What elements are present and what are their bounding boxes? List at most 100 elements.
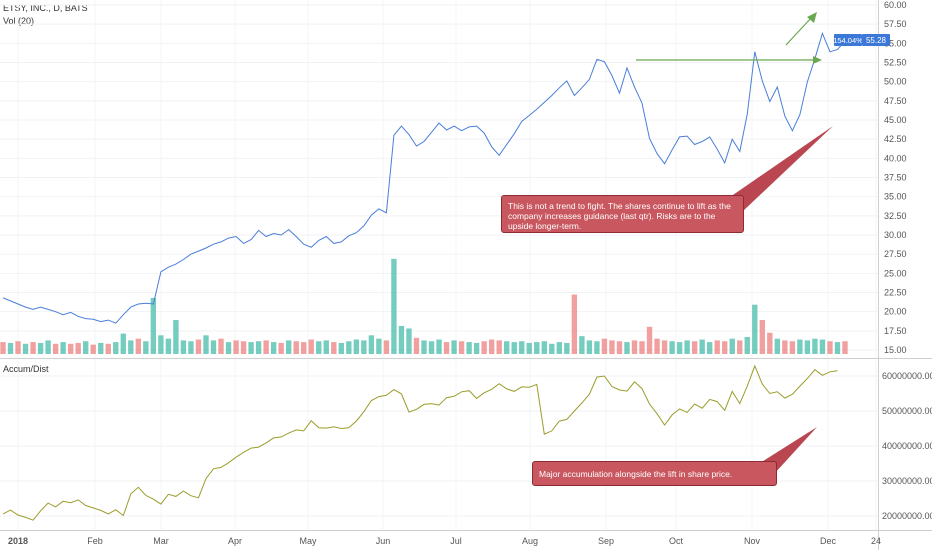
price-tick-label: 30.00: [884, 230, 907, 240]
time-tick-label: May: [299, 536, 317, 546]
time-tick-label: Oct: [669, 536, 684, 546]
price-tick-label: 22.50: [884, 288, 907, 298]
volume-bar: [654, 338, 660, 354]
volume-bar: [609, 340, 615, 354]
volume-bar: [774, 338, 781, 354]
time-axis-ticks: 2018 Feb Mar Apr May Jun Jul Aug Sep Oct Nov Dec 24: [8, 536, 881, 546]
volume-bar: [684, 340, 690, 354]
up-arrow: [785, 16, 813, 46]
price-tick-label: 35.00: [884, 192, 907, 202]
ad-gridlines: [0, 375, 878, 517]
time-tick-label: Apr: [228, 536, 242, 546]
time-tick-label: Dec: [820, 536, 837, 546]
volume-bar: [225, 342, 232, 354]
volume-bar: [519, 341, 525, 354]
volume-bar: [451, 340, 457, 354]
price-tick-label: 40.00: [884, 153, 907, 163]
volume-bar: [248, 342, 254, 354]
time-tick-label: Feb: [87, 536, 103, 546]
volume-bar: [466, 342, 472, 354]
price-tick-label: 52.50: [884, 58, 907, 68]
volume-bar: [624, 342, 630, 354]
volume-bar: [195, 339, 202, 354]
symbol-title: ETSY, INC., D, BATS: [3, 3, 88, 13]
volume-bar: [759, 320, 765, 354]
volume-label: Vol (20): [3, 16, 34, 26]
price-tick-label: 42.50: [884, 134, 907, 144]
price-note-pointer: [730, 126, 833, 212]
volume-bar: [158, 335, 164, 354]
volume-bar: [383, 340, 390, 354]
volume-bar: [255, 341, 262, 354]
price-tick-label: 32.50: [884, 211, 907, 221]
volume-bar: [767, 332, 773, 354]
price-tick-label: 57.50: [884, 19, 907, 29]
volume-bar: [722, 341, 728, 354]
time-tick-label: Sep: [598, 536, 614, 546]
volume-bar: [30, 342, 36, 354]
up-arrowhead: [807, 12, 817, 23]
time-tick-label: Aug: [522, 536, 538, 546]
ad-tick-label: 40000000.0000: [882, 441, 932, 451]
volume-bar: [15, 341, 21, 354]
volume-bar: [827, 341, 833, 354]
volume-bar: [0, 342, 6, 354]
volume-bar: [782, 340, 788, 354]
volume-bar: [571, 294, 578, 354]
volume-bar: [346, 341, 352, 354]
volume-bar: [180, 340, 187, 354]
price-tick-label: 37.50: [884, 173, 907, 183]
volume-bar: [37, 342, 44, 354]
volume-bar: [67, 343, 74, 354]
last-price-badge-text: 55.28: [866, 36, 887, 45]
volume-bar: [143, 341, 149, 354]
volume-bar: [428, 341, 435, 354]
volume-bar: [744, 337, 750, 354]
volume-bar: [504, 341, 510, 354]
price-tick-label: 47.50: [884, 96, 907, 106]
price-tick-label: 50.00: [884, 77, 907, 87]
ad-axis-ticks: 20000000.0000 30000000.0000 40000000.0000 5…: [882, 371, 932, 521]
percent-badge: [834, 34, 862, 46]
volume-bar: [534, 342, 540, 354]
volume-bar: [233, 340, 239, 354]
volume-bar: [338, 342, 344, 354]
volume-bar: [263, 340, 269, 354]
volume-bar: [669, 341, 675, 354]
volume-bar: [812, 338, 818, 354]
ad-note[interactable]: Major accumulation alongside the lift in…: [532, 461, 777, 486]
volume-bar: [842, 341, 848, 354]
price-axis-ticks: 15.00 17.50 20.00 22.50 25.00 27.50 30.00 32.50…: [884, 0, 907, 355]
volume-bar: [473, 342, 480, 354]
volume-bar: [285, 340, 292, 354]
volume-bar: [270, 342, 277, 354]
volume-bar: [594, 341, 600, 354]
volume-bar: [391, 258, 397, 354]
volume-bar: [436, 339, 442, 354]
volume-bar: [706, 342, 713, 354]
green-arrow-annotation: [636, 12, 822, 64]
volume-bars: [0, 258, 848, 354]
volume-bar: [7, 342, 14, 354]
volume-bar: [301, 342, 307, 354]
ad-tick-label: 60000000.0000: [882, 371, 932, 381]
volume-bar: [421, 340, 427, 354]
volume-bar: [631, 340, 638, 354]
price-tick-label: 60.00: [884, 0, 907, 10]
price-note[interactable]: This is not a trend to fight. The shares…: [501, 195, 744, 233]
last-price-badges: 154.04% 55.28: [833, 34, 890, 46]
volume-bar: [128, 340, 134, 354]
percent-badge-text: 154.04%: [833, 36, 863, 45]
price-tick-label: 45.00: [884, 115, 907, 125]
time-tick-label: Mar: [153, 536, 169, 546]
volume-bar: [22, 343, 29, 354]
volume-bar: [564, 342, 570, 354]
volume-bar: [361, 340, 367, 354]
volume-bar: [443, 342, 450, 354]
volume-bar: [98, 342, 104, 354]
volume-bar: [797, 339, 803, 354]
volume-bar: [481, 341, 487, 354]
price-tick-label: 20.00: [884, 307, 907, 317]
volume-bar: [113, 342, 119, 354]
